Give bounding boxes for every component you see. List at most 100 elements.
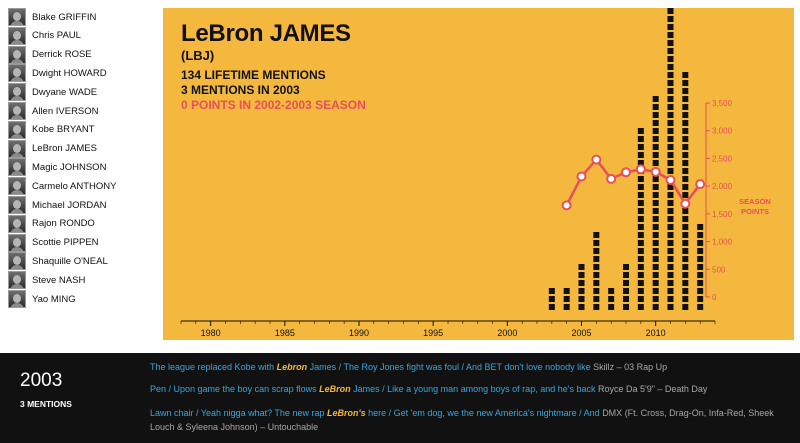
mention-square: [682, 104, 689, 110]
mention-square: [697, 288, 704, 294]
mention-square: [667, 248, 674, 254]
avatar: [8, 290, 26, 308]
mention-square: [682, 120, 689, 126]
mention-square: [667, 168, 674, 174]
player-item[interactable]: Carmelo ANTHONY: [8, 177, 117, 196]
player-item[interactable]: Scottie PIPPEN: [8, 233, 99, 252]
season-points-line: [565, 157, 702, 207]
season-points-marker: [680, 198, 691, 209]
mention-square: [667, 32, 674, 38]
player-name: Dwyane WADE: [32, 86, 98, 98]
points-tick-label: 3,500: [712, 99, 733, 108]
mention-square: [652, 192, 659, 198]
player-name: Allen IVERSON: [32, 105, 99, 117]
mention-square: [652, 256, 659, 262]
x-tick-label: 1990: [349, 328, 369, 338]
mention-square: [667, 160, 674, 166]
player-item[interactable]: Magic JOHNSON: [8, 158, 106, 177]
mention-square: [667, 304, 674, 310]
player-item[interactable]: Shaquille O'NEAL: [8, 252, 108, 271]
mention-square: [682, 264, 689, 270]
mention-square: [667, 136, 674, 142]
player-item[interactable]: Allen IVERSON: [8, 102, 99, 120]
year-mentions: 3 MENTIONS IN 2003: [181, 83, 300, 97]
lyric-source: Royce Da 5'9" – Death Day: [597, 384, 708, 394]
player-item[interactable]: Steve NASH: [8, 271, 86, 290]
mention-square: [667, 216, 674, 222]
lyric-line[interactable]: The league replaced Kobe with Lebron Jam…: [150, 360, 790, 374]
avatar: [8, 8, 26, 26]
mention-square: [667, 48, 674, 54]
mention-square: [623, 296, 629, 302]
avatar: [8, 26, 26, 45]
chart-panel: 1980 1985 1990 1995 2000 2005 2010 0 500 1,000 1,5…: [163, 8, 794, 340]
mention-square: [593, 256, 600, 262]
avatar: [8, 102, 26, 120]
mention-square: [637, 216, 644, 222]
mention-square: [652, 184, 659, 190]
player-name: Steve NASH: [32, 274, 86, 286]
player-item[interactable]: Dwyane WADE: [8, 83, 98, 102]
mention-square: [667, 112, 674, 118]
player-name: Blake GRIFFIN: [32, 11, 97, 23]
mention-square: [623, 264, 629, 270]
avatar: [8, 177, 26, 196]
mention-square: [548, 296, 555, 302]
player-name: Shaquille O'NEAL: [32, 255, 108, 267]
mention-square: [578, 288, 585, 294]
player-item[interactable]: LeBron JAMES: [8, 139, 97, 158]
mention-square: [682, 144, 689, 150]
mention-square: [637, 160, 644, 166]
mention-square: [667, 104, 674, 110]
mention-square: [667, 24, 674, 30]
mention-square: [682, 304, 689, 310]
player-item[interactable]: Chris PAUL: [8, 26, 81, 45]
avatar: [8, 233, 26, 252]
avatar: [8, 214, 26, 233]
player-item[interactable]: Derrick ROSE: [8, 45, 92, 64]
mention-square: [682, 288, 689, 294]
mention-square: [682, 80, 689, 86]
lyric-text: James / Like a young man among boys of r…: [350, 384, 598, 394]
season-points-marker: [665, 174, 676, 185]
player-name: Carmelo ANTHONY: [32, 180, 117, 192]
mention-square: [637, 144, 644, 150]
mention-square: [682, 248, 689, 254]
mention-square: [563, 288, 570, 294]
mention-square: [682, 296, 689, 302]
mention-square: [667, 56, 674, 62]
points-tick-label: 500: [712, 265, 726, 274]
player-item[interactable]: Dwight HOWARD: [8, 64, 107, 83]
mention-square: [697, 280, 704, 286]
mention-square: [682, 184, 689, 190]
lyric-line[interactable]: Lawn chair / Yeah nigga what? The new ra…: [150, 406, 790, 434]
player-item[interactable]: Yao MING: [8, 290, 76, 308]
player-item[interactable]: Michael JORDAN: [8, 196, 106, 214]
mention-square: [667, 184, 674, 190]
player-item[interactable]: Blake GRIFFIN: [8, 8, 96, 26]
player-name: Kobe BRYANT: [32, 124, 95, 136]
mention-square: [608, 288, 615, 294]
season-points-marker: [635, 164, 646, 175]
mention-square: [637, 288, 644, 294]
mention-square: [593, 296, 600, 302]
mention-square: [608, 304, 615, 310]
mention-square: [623, 280, 629, 286]
x-tick-label: 1995: [423, 328, 443, 338]
player-title: LeBron JAMES: [181, 20, 351, 47]
player-item[interactable]: Kobe BRYANT: [8, 120, 95, 139]
mention-square: [682, 216, 689, 222]
lyric-text: here / Get 'em dog, we the new America's…: [365, 408, 603, 418]
mention-square: [667, 256, 674, 262]
player-name: Rajon RONDO: [32, 218, 95, 230]
season-points-marker: [695, 179, 706, 190]
lyric-line[interactable]: Pen / Upon game the boy can scrap flows …: [150, 382, 790, 396]
mention-square: [623, 272, 629, 278]
player-item[interactable]: Rajon RONDO: [8, 214, 95, 233]
mention-square: [697, 248, 704, 254]
mention-square: [667, 240, 674, 246]
mentions-chart: 1980 1985 1990 1995 2000 2005 2010 0 500 1,000 1,5…: [180, 8, 771, 338]
mention-square: [667, 80, 674, 86]
mention-square: [652, 288, 659, 294]
mention-square: [667, 96, 674, 102]
